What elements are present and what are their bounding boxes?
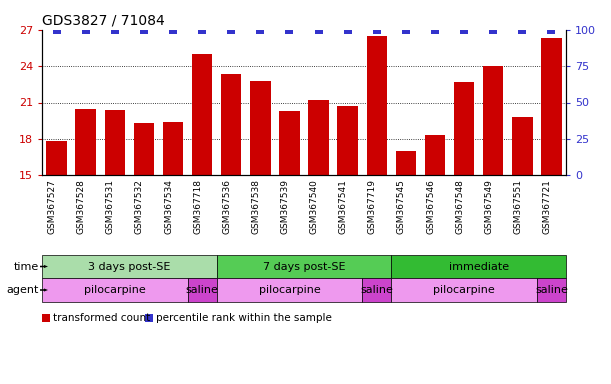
Point (518, 27, 527, 33)
Text: GSM367551: GSM367551 (513, 179, 522, 234)
Text: 3 days post-SE: 3 days post-SE (88, 262, 170, 271)
Text: GDS3827 / 71084: GDS3827 / 71084 (42, 14, 165, 28)
Point (226, 27, 236, 33)
Point (459, 27, 469, 33)
Text: GSM367527: GSM367527 (48, 179, 57, 234)
Text: saline: saline (535, 285, 568, 295)
Bar (192, 54, 212, 175)
Text: saline: saline (186, 285, 219, 295)
Bar (250, 81, 271, 175)
Bar (512, 117, 533, 175)
Point (343, 27, 353, 33)
Text: immediate: immediate (448, 262, 509, 271)
Text: saline: saline (360, 285, 393, 295)
Point (168, 27, 178, 33)
Text: time: time (14, 262, 39, 271)
Point (52, 27, 62, 33)
Text: GSM367539: GSM367539 (280, 179, 290, 234)
Text: GSM367541: GSM367541 (338, 179, 348, 234)
Bar (163, 122, 183, 175)
Point (547, 27, 557, 33)
Text: pilocarpine: pilocarpine (433, 285, 495, 295)
Text: GSM367531: GSM367531 (106, 179, 115, 234)
Bar (134, 123, 154, 175)
Text: GSM367538: GSM367538 (251, 179, 260, 234)
Bar (541, 38, 562, 175)
Point (401, 27, 411, 33)
Bar (483, 66, 503, 175)
Point (488, 27, 498, 33)
Text: GSM367549: GSM367549 (485, 179, 493, 234)
Bar (396, 151, 416, 175)
Text: agent: agent (7, 285, 39, 295)
Bar (104, 110, 125, 175)
Point (197, 27, 207, 33)
Point (372, 27, 382, 33)
Text: GSM367721: GSM367721 (543, 179, 552, 234)
Text: transformed count: transformed count (53, 313, 150, 323)
Bar (46, 141, 67, 175)
Bar (309, 100, 329, 175)
Text: 7 days post-SE: 7 days post-SE (263, 262, 345, 271)
Point (81, 27, 90, 33)
Point (139, 27, 148, 33)
Text: GSM367532: GSM367532 (135, 179, 144, 234)
Text: GSM367528: GSM367528 (76, 179, 86, 234)
Text: pilocarpine: pilocarpine (84, 285, 145, 295)
Text: GSM367534: GSM367534 (164, 179, 173, 234)
Bar (279, 111, 299, 175)
Point (110, 27, 120, 33)
Bar (76, 109, 96, 175)
Point (313, 27, 323, 33)
Text: GSM367546: GSM367546 (426, 179, 435, 234)
Point (255, 27, 265, 33)
Text: GSM367540: GSM367540 (310, 179, 318, 234)
Bar (337, 106, 358, 175)
Bar (367, 36, 387, 175)
Text: GSM367536: GSM367536 (222, 179, 231, 234)
Text: pilocarpine: pilocarpine (258, 285, 320, 295)
Point (285, 27, 295, 33)
Bar (454, 82, 474, 175)
Text: GSM367718: GSM367718 (193, 179, 202, 234)
Text: GSM367719: GSM367719 (368, 179, 377, 234)
Bar (221, 73, 241, 175)
Text: GSM367545: GSM367545 (397, 179, 406, 234)
Bar (425, 135, 445, 175)
Point (430, 27, 440, 33)
Text: percentile rank within the sample: percentile rank within the sample (156, 313, 331, 323)
Text: GSM367548: GSM367548 (455, 179, 464, 234)
